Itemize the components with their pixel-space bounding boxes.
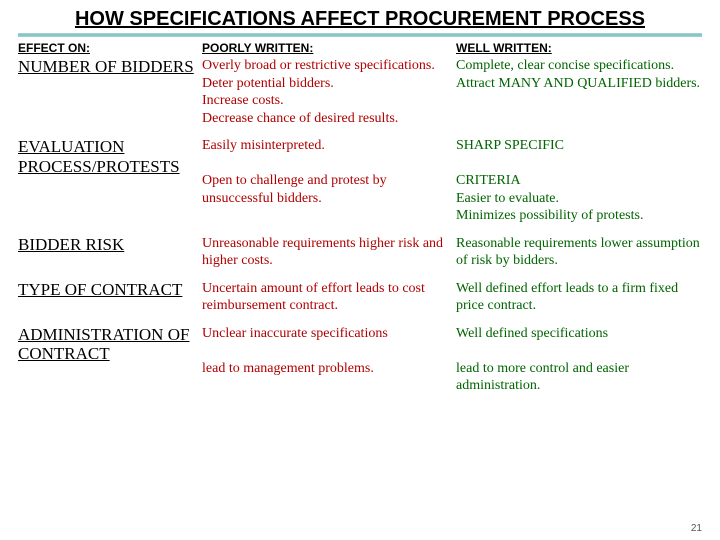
poorly-written-cell: Unreasonable requirements higher risk an… (202, 235, 452, 280)
header-well-written: WELL WRITTEN: (456, 41, 706, 57)
poorly-written-cell: Easily misinterpreted. Open to challenge… (202, 137, 452, 235)
header-poorly-written: POORLY WRITTEN: (202, 41, 452, 57)
title-divider (18, 33, 702, 37)
well-written-cell: Reasonable requirements lower assumption… (456, 235, 706, 280)
effect-label: NUMBER OF BIDDERS (18, 57, 198, 137)
poorly-written-cell: Unclear inaccurate specifications lead t… (202, 325, 452, 405)
well-written-cell: SHARP SPECIFIC CRITERIA Easier to evalua… (456, 137, 706, 235)
well-written-cell: Well defined effort leads to a firm fixe… (456, 280, 706, 325)
header-effect-on: EFFECT ON: (18, 41, 198, 57)
effect-label: TYPE OF CONTRACT (18, 280, 198, 325)
effect-label: ADMINISTRATION OF CONTRACT (18, 325, 198, 405)
specifications-table: EFFECT ON: POORLY WRITTEN: WELL WRITTEN:… (18, 41, 702, 405)
poorly-written-cell: Overly broad or restrictive specificatio… (202, 57, 452, 137)
poorly-written-cell: Uncertain amount of effort leads to cost… (202, 280, 452, 325)
well-written-cell: Complete, clear concise specifications. … (456, 57, 706, 137)
effect-label: EVALUATION PROCESS/PROTESTS (18, 137, 198, 235)
effect-label: BIDDER RISK (18, 235, 198, 280)
well-written-cell: Well defined specifications lead to more… (456, 325, 706, 405)
page-number: 21 (691, 523, 702, 534)
slide-title: HOW SPECIFICATIONS AFFECT PROCUREMENT PR… (18, 8, 702, 31)
